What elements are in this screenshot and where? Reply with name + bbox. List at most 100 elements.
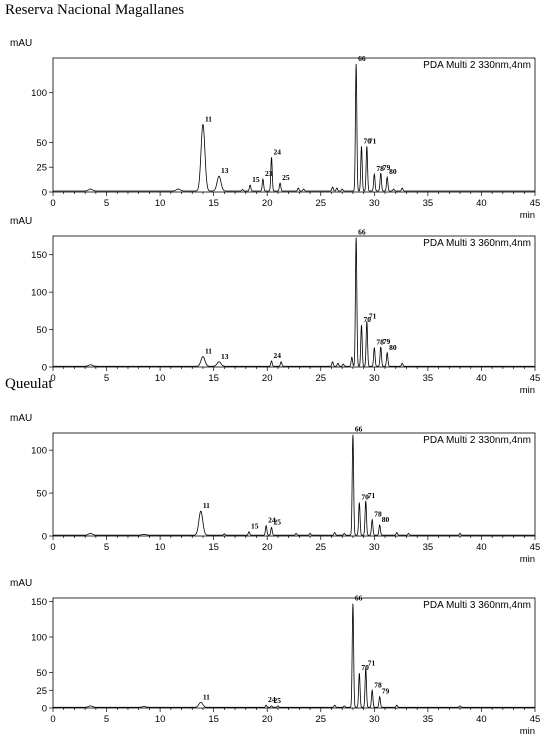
plot-frame xyxy=(52,57,536,193)
y-tick-label: 100 xyxy=(31,288,47,299)
y-tick-label: 0 xyxy=(42,532,47,543)
peak-label: 66 xyxy=(358,227,366,236)
x-tick-label: 0 xyxy=(50,542,55,553)
x-tick-label: 40 xyxy=(476,542,487,553)
x-tick-label: 10 xyxy=(155,542,166,553)
x-tick-label: 0 xyxy=(50,714,55,725)
x-tick-label: 30 xyxy=(369,373,380,384)
plot-frame xyxy=(52,235,536,368)
x-tick-label: 10 xyxy=(155,714,166,725)
x-tick-label: 35 xyxy=(423,198,434,209)
y-tick-label: 150 xyxy=(31,250,47,261)
chromatogram-magallanes-360nm: mAU PDA Multi 3 360nm,4nm 0 5 10 15 20 25 30 35 40… xyxy=(10,216,540,396)
y-axis-label: mAU xyxy=(10,216,32,227)
x-tick-label: 15 xyxy=(208,198,219,209)
x-tick-label: 20 xyxy=(262,542,273,553)
x-tick-label: 10 xyxy=(155,373,166,384)
x-tick-label: 20 xyxy=(262,198,273,209)
peak-label: 24 xyxy=(268,695,276,704)
peak-label: 11 xyxy=(203,501,210,510)
peak-label: 80 xyxy=(389,343,397,352)
chromatogram-queulat-330nm: mAU PDA Multi 2 330nm,4nm 0 5 10 15 20 25 30 35 40… xyxy=(10,413,541,565)
y-tick-label: 0 xyxy=(42,704,47,715)
y-tick-label: 100 xyxy=(31,633,47,644)
section-title-magallanes: Reserva Nacional Magallanes xyxy=(5,2,185,18)
peak-label: 24 xyxy=(268,516,276,525)
peak-label: 78 xyxy=(374,680,382,689)
x-tick-label: 10 xyxy=(155,198,166,209)
peak-label: 24 xyxy=(274,147,282,156)
x-tick-label: 40 xyxy=(476,373,487,384)
peak-label: 15 xyxy=(252,175,260,184)
peak-label: 71 xyxy=(369,136,377,145)
x-tick-label: 15 xyxy=(208,542,219,553)
x-tick-label: 35 xyxy=(423,542,434,553)
peak-label: 24 xyxy=(274,351,282,360)
x-tick-label: 45 xyxy=(530,542,541,553)
x-tick-label: 0 xyxy=(50,373,55,384)
x-tick-label: 25 xyxy=(315,373,326,384)
x-tick-label: 30 xyxy=(369,714,380,725)
peak-label: 66 xyxy=(358,54,366,63)
peak-label: 70 xyxy=(361,493,369,502)
peak-label: 79 xyxy=(383,163,391,172)
peak-label: 11 xyxy=(203,692,210,701)
peak-label: 11 xyxy=(205,347,212,356)
peak-label: 70 xyxy=(361,663,369,672)
x-tick-label: 30 xyxy=(369,198,380,209)
y-tick-label: 100 xyxy=(31,88,47,99)
x-tick-label: 45 xyxy=(530,714,541,725)
legend-label: PDA Multi 3 360nm,4nm xyxy=(423,238,531,249)
x-tick-label: 5 xyxy=(104,198,109,209)
x-tick-label: 40 xyxy=(476,198,487,209)
y-axis-label: mAU xyxy=(10,413,32,424)
y-axis-label: mAU xyxy=(10,578,32,589)
x-tick-label: 45 xyxy=(530,198,541,209)
plot-frame xyxy=(52,597,536,709)
peak-label: 78 xyxy=(374,510,382,519)
plot-frame xyxy=(52,432,536,537)
y-tick-label: 150 xyxy=(31,597,47,608)
x-tick-label: 5 xyxy=(104,542,109,553)
peak-label: 25 xyxy=(274,517,282,526)
y-tick-label: 0 xyxy=(42,188,47,199)
peak-label: 79 xyxy=(383,337,391,346)
peak-label: 25 xyxy=(274,696,282,705)
legend-label: PDA Multi 2 330nm,4nm xyxy=(423,435,531,446)
peak-label: 71 xyxy=(369,311,377,320)
peak-label: 70 xyxy=(363,315,371,324)
x-tick-label: 0 xyxy=(50,198,55,209)
chromatogram-trace xyxy=(53,63,535,192)
peak-label: 79 xyxy=(382,687,390,696)
y-tick-label: 25 xyxy=(36,686,47,697)
peak-label: 70 xyxy=(363,136,371,145)
peak-label: 13 xyxy=(221,352,229,361)
x-tick-label: 35 xyxy=(423,373,434,384)
x-tick-label: 25 xyxy=(315,714,326,725)
x-tick-label: 30 xyxy=(369,542,380,553)
y-tick-label: 25 xyxy=(36,163,47,174)
x-axis-label: min xyxy=(520,726,535,737)
chromatogram-trace xyxy=(53,603,535,708)
y-tick-label: 0 xyxy=(42,363,47,374)
peak-label: 11 xyxy=(205,115,212,124)
x-tick-label: 20 xyxy=(262,714,273,725)
chromatogram-magallanes-330nm: mAU PDA Multi 2 330nm,4nm 0 5 10 15 20 25 30 35 40… xyxy=(10,38,540,221)
x-tick-label: 25 xyxy=(315,198,326,209)
peak-label: 71 xyxy=(368,491,376,500)
legend-label: PDA Multi 3 360nm,4nm xyxy=(423,600,531,611)
x-tick-label: 15 xyxy=(208,373,219,384)
peak-label: 13 xyxy=(221,166,229,175)
peak-label: 66 xyxy=(355,594,363,603)
peak-label: 80 xyxy=(389,167,397,176)
peak-label: 23 xyxy=(265,169,273,178)
peak-label: 80 xyxy=(382,515,390,524)
y-tick-label: 50 xyxy=(36,668,47,679)
peak-label: 15 xyxy=(251,522,259,531)
chromatogram-trace xyxy=(53,237,535,367)
x-tick-label: 25 xyxy=(315,542,326,553)
x-tick-label: 35 xyxy=(423,714,434,725)
x-tick-label: 45 xyxy=(530,373,541,384)
peak-label: 78 xyxy=(376,164,384,173)
y-tick-label: 50 xyxy=(36,138,47,149)
